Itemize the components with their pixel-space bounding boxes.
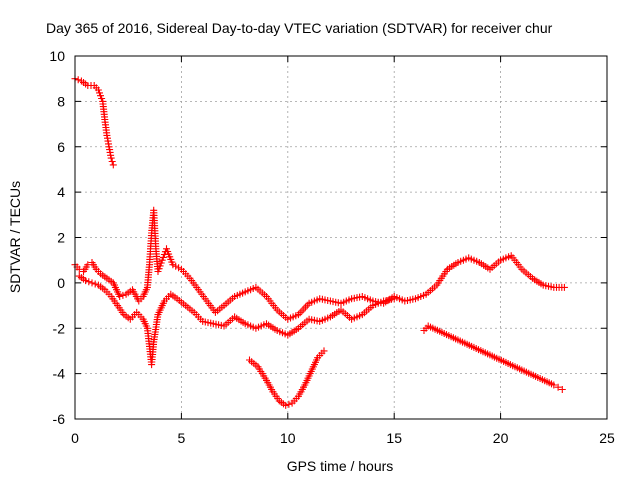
data-point-markers: [75, 272, 398, 369]
series-3: [246, 347, 328, 409]
y-tick-label: -2: [53, 320, 66, 336]
data-point-markers: [71, 75, 117, 169]
data-point-markers: [420, 322, 566, 393]
x-axis-label: GPS time / hours: [287, 458, 394, 474]
data-point-markers: [246, 347, 328, 409]
y-tick-label: -4: [53, 366, 66, 382]
y-axis-label: SDTVAR / TECUs: [7, 181, 23, 293]
gridlines: [75, 56, 607, 419]
x-tick-label: 20: [493, 430, 509, 446]
series-2: [75, 272, 398, 369]
x-tick-label: 5: [178, 430, 186, 446]
y-tick-label: 2: [57, 230, 65, 246]
x-tick-labels: 0 5 10 15 20 25: [71, 430, 615, 446]
y-tick-label: -6: [53, 411, 66, 427]
axis-ticks: [74, 55, 608, 420]
data-point-markers: [71, 206, 568, 323]
x-tick-label: 0: [71, 430, 79, 446]
series-1: [71, 206, 568, 323]
y-tick-label: 0: [57, 275, 65, 291]
y-tick-label: 10: [49, 48, 65, 64]
data-points: [71, 75, 568, 409]
y-tick-label: 4: [57, 184, 65, 200]
y-tick-label: 6: [57, 139, 65, 155]
series-4: [420, 322, 566, 393]
y-tick-label: 8: [57, 93, 65, 109]
y-tick-labels: -6 -4 -2 0 2 4 6 8 10: [49, 48, 65, 427]
x-tick-label: 15: [386, 430, 402, 446]
x-tick-label: 25: [599, 430, 615, 446]
chart-title: Day 365 of 2016, Sidereal Day-to-day VTE…: [46, 20, 553, 36]
series-0: [71, 75, 117, 169]
x-tick-label: 10: [280, 430, 296, 446]
